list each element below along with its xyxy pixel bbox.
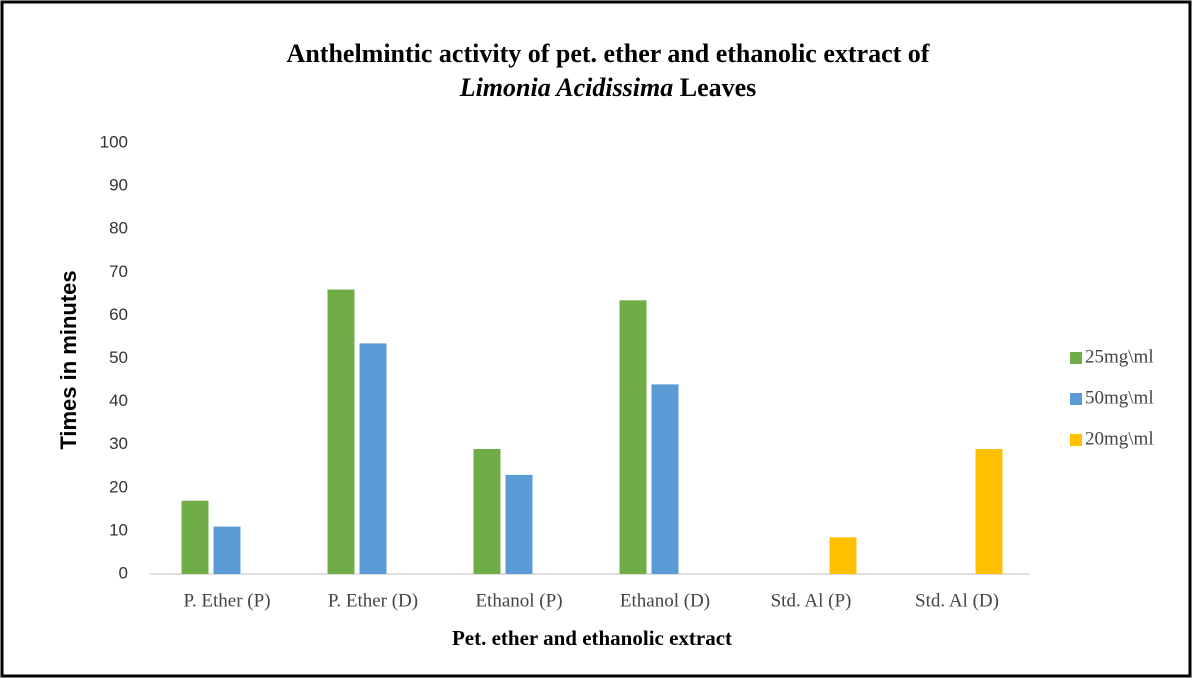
chart-title: Anthelmintic activity of pet. ether and … — [287, 39, 930, 68]
legend-label: 50mg\ml — [1085, 387, 1154, 408]
y-tick-label: 30 — [109, 434, 128, 453]
x-axis-title: Pet. ether and ethanolic extract — [452, 626, 732, 650]
y-tick-label: 50 — [109, 348, 128, 367]
y-axis-title: Times in minutes — [56, 270, 81, 449]
bar — [976, 449, 1003, 574]
bar — [328, 290, 355, 574]
y-tick-label: 10 — [109, 520, 128, 539]
legend-label: 20mg\ml — [1085, 428, 1154, 449]
x-tick-label: P. Ether (P) — [183, 590, 270, 611]
y-tick-label: 60 — [109, 305, 128, 324]
title-rest: Leaves — [680, 73, 757, 102]
y-tick-label: 20 — [109, 477, 128, 496]
bar — [620, 300, 647, 574]
chart-frame — [2, 2, 1190, 676]
x-tick-label: Std. Al (P) — [771, 590, 852, 611]
y-tick-label: 40 — [109, 391, 128, 410]
x-tick-label: Std. Al (D) — [915, 590, 999, 611]
legend-swatch — [1070, 352, 1082, 364]
bar — [360, 343, 387, 574]
y-tick-label: 80 — [109, 219, 128, 238]
title-italic: Limonia Acidissima — [459, 73, 674, 102]
x-tick-label: Ethanol (P) — [475, 590, 562, 611]
y-tick-label: 100 — [100, 132, 128, 151]
y-tick-label: 0 — [119, 563, 128, 582]
legend-swatch — [1070, 434, 1082, 446]
bar — [182, 501, 209, 574]
y-tick-label: 70 — [109, 262, 128, 281]
y-tick-label: 90 — [109, 176, 128, 195]
bar — [506, 475, 533, 574]
legend-swatch — [1070, 393, 1082, 405]
bar — [652, 384, 679, 574]
chart: Anthelmintic activity of pet. ether and … — [0, 0, 1193, 679]
legend-label: 25mg\ml — [1085, 346, 1154, 367]
x-tick-label: P. Ether (D) — [328, 590, 418, 611]
chart-title-line2: Limonia Acidissima Leaves — [459, 73, 757, 102]
bar — [214, 527, 241, 574]
bar — [830, 537, 857, 574]
x-tick-label: Ethanol (D) — [620, 590, 710, 611]
bar — [474, 449, 501, 574]
